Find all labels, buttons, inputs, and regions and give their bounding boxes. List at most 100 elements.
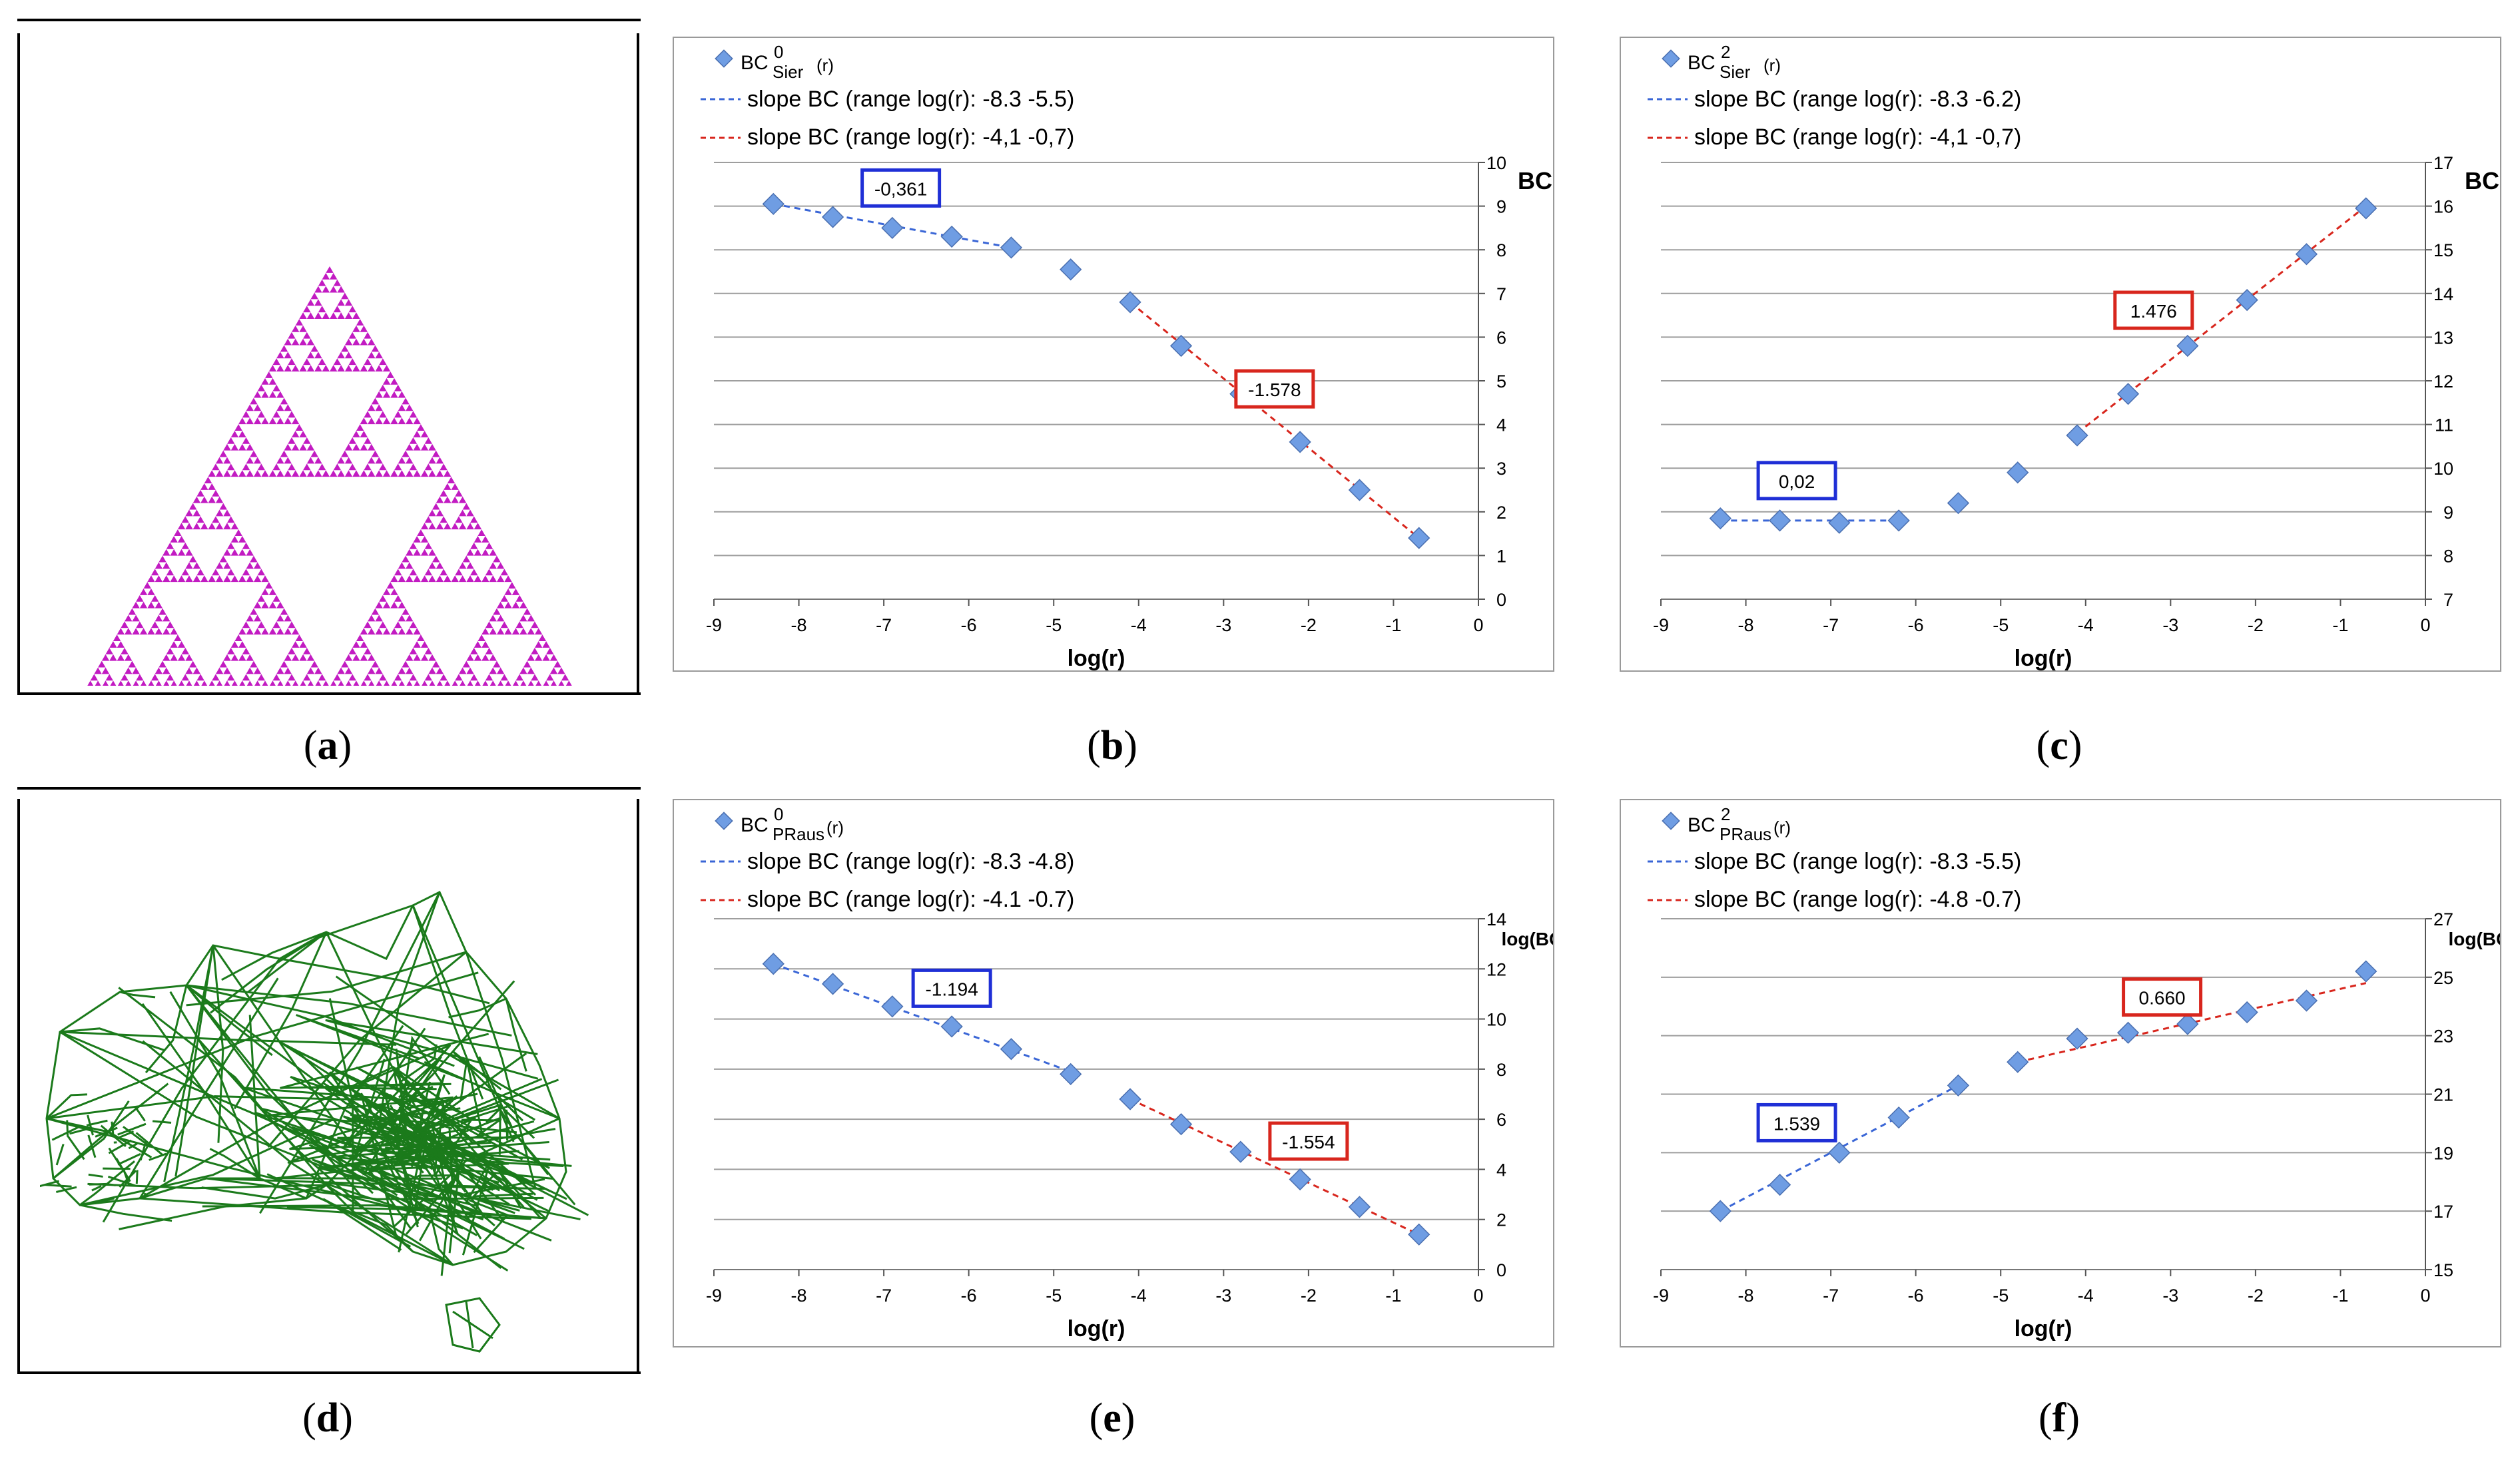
chart-e-data-point: [1169, 1113, 1193, 1136]
chart-b-xtick-label: 0: [1473, 615, 1483, 635]
chart-f-data-point: [2355, 960, 2377, 983]
chart-e-legend-marker-base: BC: [741, 814, 769, 836]
chart-c-xtick-label: -4: [2078, 615, 2094, 635]
chart-f-blue-slope-label: 1.539: [1773, 1113, 1820, 1134]
chart-e-red-slope-label: -1.554: [1282, 1132, 1335, 1152]
chart-c-data-point: [2007, 461, 2029, 484]
chart-e-ytick-label: 10: [1486, 1010, 1506, 1030]
panel-a-right-rule: [637, 33, 639, 692]
chart-c-ytick-label: 17: [2433, 153, 2453, 173]
chart-b-data-point: [1348, 479, 1371, 501]
chart-b-blue-slope-label-box: [860, 168, 942, 208]
sierpinski-image: [87, 266, 572, 686]
chart-f-xtick-label: -3: [2162, 1286, 2178, 1306]
chart-c-legend-marker-sup: 2: [1721, 42, 1730, 62]
chart-c-xtick-label: -1: [2332, 615, 2348, 635]
chart-e-legend-marker-sup: 0: [774, 804, 783, 824]
chart-f-ytick-label: 27: [2433, 909, 2453, 929]
chart-c-ytick-label: 13: [2433, 328, 2453, 348]
chart-b-ytick-label: 3: [1496, 459, 1506, 479]
chart-b-xtick-label: -5: [1046, 615, 1062, 635]
chart-b-ytick-label: 7: [1496, 284, 1506, 304]
chart-e-ytick-label: 14: [1486, 909, 1506, 929]
chart-c-xtick-label: -6: [1908, 615, 1924, 635]
chart-f-ytick-label: 23: [2433, 1027, 2453, 1047]
chart-f-xtick-label: -5: [1993, 1286, 2009, 1306]
chart-c-ytick-label: 10: [2433, 459, 2453, 479]
chart-f-xlabel: log(r): [2015, 1316, 2072, 1342]
chart-f-data-point: [2007, 1051, 2029, 1073]
chart-c-xtick-label: -7: [1823, 615, 1839, 635]
chart-f-blue-slope-label-box: [1756, 1102, 1837, 1142]
chart-c-ytick-label: 7: [2443, 590, 2453, 610]
chart-c-ytick-label: 16: [2433, 197, 2453, 217]
chart-b-xlabel: log(r): [1068, 646, 1125, 670]
chart-c-ytick-label: 9: [2443, 503, 2453, 523]
chart-e-data-point: [762, 953, 785, 975]
panel-d-left-rule: [17, 799, 20, 1371]
chart-e-data-point: [821, 973, 844, 995]
chart-c-ytick-label: 14: [2433, 284, 2453, 304]
chart-b-xtick-label: -7: [876, 615, 892, 635]
chart-f-red-slope-label: 0.660: [2139, 988, 2186, 1009]
chart-e-xlabel: log(r): [1068, 1316, 1125, 1342]
chart-c-legend-marker-base: BC: [1688, 52, 1716, 74]
chart-f-legend-blue-label: slope BC (range log(r): -8.3 -5.5): [1694, 849, 2021, 874]
chart-b-data-point: [762, 192, 785, 215]
sierpinski-dots: [87, 266, 572, 686]
panel-d-top-rule: [17, 787, 641, 790]
chart-b-data-point: [1119, 291, 1141, 314]
chart-e-data-point: [940, 1015, 963, 1038]
chart-f-legend-marker-base: BC: [1688, 814, 1716, 836]
chart-e-ytick-label: 0: [1496, 1260, 1506, 1280]
chart-e-data-point: [1060, 1063, 1082, 1086]
australia-road-network-image: [40, 890, 589, 1353]
chart-f-xtick-label: -6: [1908, 1286, 1924, 1306]
chart-c-frame: BC 2 Sier (r) slope BC (range log(r): -8.3 -…: [1620, 37, 2501, 672]
chart-b-ytick-label: 8: [1496, 240, 1506, 260]
chart-b-legend-marker-sub: Sier: [773, 62, 804, 82]
chart-b-ytick-label: 6: [1496, 328, 1506, 348]
chart-b-ytick-label: 1: [1496, 546, 1506, 566]
chart-f-data-point: [2176, 1013, 2199, 1035]
chart-b-red-slope-label-box: [1234, 369, 1315, 409]
chart-e-blue-slope-label: -1.194: [925, 979, 978, 999]
chart-f-data-point: [1828, 1141, 1851, 1164]
chart-e-xtick-label: -2: [1301, 1286, 1317, 1306]
chart-c-ytick-label: 15: [2433, 240, 2453, 260]
chart-c-xtick-label: -8: [1738, 615, 1754, 635]
chart-e-legend-marker-sub: PRaus: [773, 824, 824, 844]
chart-f-xtick-label: -9: [1653, 1286, 1669, 1306]
chart-b-grid: [714, 162, 1485, 600]
chart-e-data-point: [1289, 1168, 1311, 1191]
chart-e-legend-red-label: slope BC (range log(r): -4.1 -0.7): [747, 887, 1074, 912]
chart-c-data-point: [1709, 507, 1732, 530]
chart-b-data-point: [1000, 236, 1023, 259]
chart-c-ytick-label: 11: [2435, 415, 2453, 435]
panel-a-bottom-rule: [17, 692, 641, 695]
chart-e-xtick-label: -9: [706, 1286, 722, 1306]
chart-c-ylabel: BC: [2465, 167, 2499, 194]
chart-e-data-point: [881, 995, 904, 1018]
chart-f-legend-red-label: slope BC (range log(r): -4.8 -0.7): [1694, 887, 2021, 912]
chart-e-xtick-label: -3: [1215, 1286, 1231, 1306]
panel-a-left-rule: [17, 33, 20, 692]
chart-b-ytick-label: 10: [1486, 153, 1506, 173]
chart-f-data-point: [1768, 1174, 1791, 1196]
chart-c-xtick-label: -5: [1993, 615, 2009, 635]
chart-b-xtick-label: -4: [1131, 615, 1147, 635]
chart-b-frame: BC 0 Sier (r) slope BC (range log(r): -8.3 -…: [673, 37, 1554, 672]
chart-e-ytick-label: 8: [1496, 1060, 1506, 1080]
chart-c-xtick-label: 0: [2420, 615, 2430, 635]
chart-b-blue-slope-label: -0,361: [874, 178, 927, 199]
chart-e-xtick-label: -8: [791, 1286, 807, 1306]
chart-e-ylabel: log(BC): [1501, 929, 1553, 949]
chart-b-data-point: [940, 225, 963, 248]
chart-f-data-point: [2295, 989, 2318, 1012]
chart-e-grid: [714, 918, 1485, 1270]
chart-c-red-slope-label: 1.476: [2130, 301, 2177, 322]
chart-b-ytick-label: 0: [1496, 590, 1506, 610]
